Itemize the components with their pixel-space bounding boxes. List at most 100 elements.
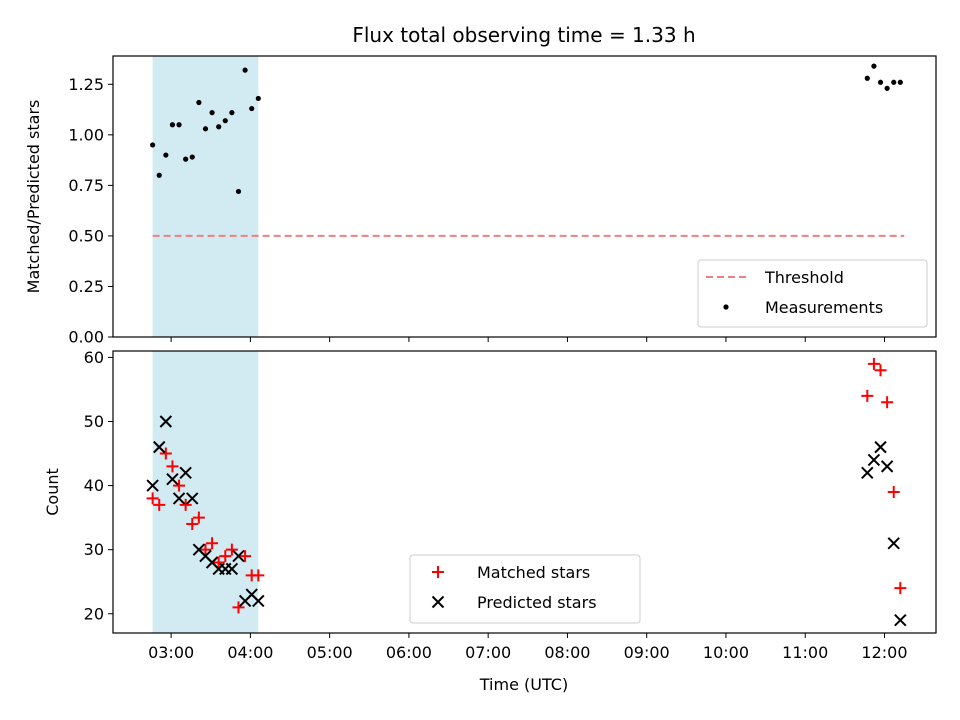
- x-tick-label: 09:00: [624, 643, 670, 662]
- legend-label: Matched stars: [477, 563, 590, 582]
- matched-star-point: [146, 492, 159, 505]
- predicted-star-point: [225, 562, 239, 576]
- measurement-point: [222, 118, 228, 124]
- predicted-star-point: [867, 453, 881, 467]
- measurement-point: [216, 124, 222, 130]
- y-tick-label: 1.00: [68, 125, 104, 144]
- series-matched-stars: [146, 357, 907, 614]
- y-tick-label: 40: [84, 476, 104, 495]
- y-axis-label: Count: [43, 468, 62, 516]
- measurement-point: [176, 122, 182, 128]
- measurement-point: [156, 172, 162, 178]
- measurement-point: [183, 156, 189, 162]
- x-tick-label: 11:00: [782, 643, 828, 662]
- axes-frame: [112, 350, 937, 634]
- matched-star-point: [252, 569, 265, 582]
- measurement-point: [163, 152, 169, 158]
- matched-star-point: [206, 537, 219, 550]
- measurement-point: [150, 142, 156, 148]
- matched-star-point: [186, 518, 199, 531]
- x-tick-label: 03:00: [148, 643, 194, 662]
- matched-star-point: [867, 357, 880, 370]
- measurement-point: [189, 154, 195, 160]
- x-axis-label: Time (UTC): [479, 675, 568, 694]
- series-predicted-stars: [146, 415, 907, 627]
- y-tick-label: 30: [84, 540, 104, 559]
- observing-span-shade: [152, 56, 259, 337]
- matched-star-point: [153, 498, 166, 511]
- x-tick-label: 12:00: [861, 643, 907, 662]
- predicted-star-point: [146, 479, 159, 492]
- x-tick-label: 10:00: [703, 643, 749, 662]
- x-tick-label: 06:00: [386, 643, 432, 662]
- legend: Threshold Measurements: [697, 259, 928, 328]
- matched-star-point: [192, 511, 205, 524]
- y-tick-label: 0.25: [68, 277, 104, 296]
- measurement-point: [864, 75, 870, 81]
- predicted-star-point: [874, 440, 887, 454]
- chart-title: Flux total observing time = 1.33 h: [352, 23, 695, 47]
- y-tick-label: 1.25: [68, 75, 104, 94]
- measurement-point: [242, 67, 248, 73]
- x-tick-label: 04:00: [227, 643, 273, 662]
- matched-star-point: [179, 498, 192, 511]
- matched-star-point: [173, 479, 186, 492]
- predicted-star-point: [172, 492, 186, 505]
- measurement-point: [229, 110, 235, 116]
- measurement-point: [871, 63, 877, 69]
- matched-star-point: [159, 447, 172, 460]
- predicted-star-point: [887, 537, 900, 550]
- matched-star-point: [239, 550, 252, 563]
- predicted-star-point: [894, 613, 907, 627]
- legend-label: Predicted stars: [477, 593, 597, 612]
- observing-span-shade: [152, 351, 259, 633]
- measurement-point: [209, 110, 215, 116]
- legend-label: Threshold: [764, 268, 844, 287]
- matched-star-point: [874, 364, 887, 377]
- measurement-point: [891, 79, 897, 85]
- predicted-star-point: [166, 472, 179, 486]
- x-tick-label: 07:00: [465, 643, 511, 662]
- count-panel: 20 30 40 50 60 03:00 04:00 05:00 06:00 07:00 08:00…: [43, 348, 937, 662]
- legend-measurement-swatch: [723, 304, 729, 310]
- matched-star-point: [894, 582, 907, 595]
- matched-star-point: [199, 543, 212, 556]
- predicted-star-point: [880, 460, 894, 473]
- axes-frame: [112, 55, 937, 338]
- matched-star-point: [225, 543, 238, 556]
- legend-label: Measurements: [765, 298, 883, 317]
- predicted-star-point: [153, 440, 166, 454]
- series-measurements: [150, 63, 903, 195]
- measurement-point: [202, 126, 209, 132]
- y-tick-label: 60: [84, 348, 104, 367]
- y-axis-label: Matched/Predicted stars: [24, 100, 43, 294]
- predicted-star-point: [179, 466, 192, 479]
- matched-star-point: [861, 389, 874, 402]
- y-tick-label: 20: [84, 604, 104, 623]
- measurement-point: [235, 188, 242, 195]
- matched-star-point: [232, 601, 245, 614]
- matched-star-point: [881, 396, 894, 409]
- matched-star-point: [212, 556, 225, 569]
- predicted-star-point: [861, 466, 874, 479]
- measurement-point: [169, 122, 176, 128]
- y-tick-label: 0.50: [68, 226, 104, 245]
- legend-matched-swatch: [432, 566, 444, 578]
- y-tick-label: 0.00: [68, 328, 104, 347]
- measurement-point: [877, 79, 884, 85]
- y-tick-label: 0.75: [68, 176, 104, 195]
- predicted-star-point: [186, 492, 199, 505]
- ratio-panel: 0.00 0.25 0.50 0.75 1.00 1.25 Matched/Predicte…: [24, 55, 937, 347]
- predicted-star-point: [232, 549, 245, 563]
- measurement-point: [897, 79, 903, 85]
- matched-star-point: [219, 550, 232, 563]
- legend-predicted-swatch: [431, 595, 445, 609]
- matched-star-point: [887, 486, 900, 498]
- legend-box: [409, 554, 641, 624]
- measurement-point: [884, 85, 890, 91]
- x-tick-label: 08:00: [544, 643, 590, 662]
- predicted-star-point: [159, 415, 173, 428]
- measurement-point: [249, 105, 255, 112]
- legend-box: [697, 259, 928, 328]
